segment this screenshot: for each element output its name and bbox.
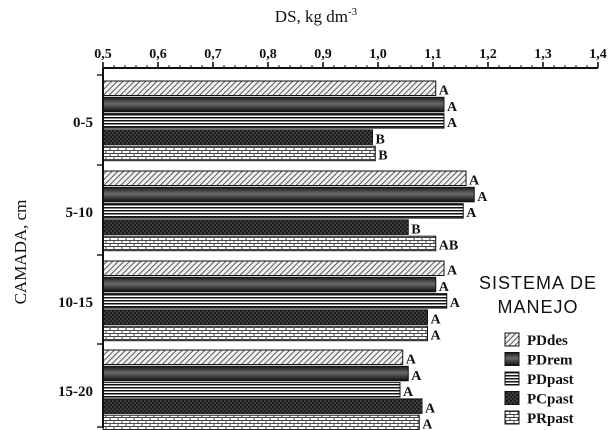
legend: SISTEMA DE MANEJO PDdes PDrem PDpast PCpast… (479, 273, 597, 427)
significance-letter: A (439, 84, 450, 99)
category-label: 0-5 (73, 115, 93, 131)
bar-PDrem-5-10 (102, 186, 475, 203)
significance-letter: B (411, 222, 420, 237)
x-tick-label: 0,8 (259, 47, 277, 62)
significance-letter: B (378, 149, 387, 164)
category-label: 5-10 (66, 205, 94, 221)
category-label: 10-15 (58, 295, 93, 311)
y-axis-category-labels: 0-5 5-10 10-15 15-20 (58, 115, 93, 400)
bar-PDrem-0-5 (102, 96, 445, 113)
significance-letter: A (403, 385, 414, 400)
bar-PRpast-15-20 (102, 414, 420, 430)
legend-title-line-2: MANEJO (497, 297, 578, 317)
significance-letter: A (469, 174, 480, 189)
legend-title-line-1: SISTEMA DE (479, 273, 597, 293)
significance-letter: B (376, 132, 385, 147)
significance-letter: A (447, 100, 458, 115)
significance-letter: A (447, 116, 458, 131)
significance-letter: A (477, 190, 488, 205)
significance-letter: A (422, 418, 433, 430)
bar-PDrem-15-20 (102, 365, 409, 382)
legend-label-PDpast: PDpast (527, 372, 574, 388)
bar-PDdes-15-20 (102, 349, 404, 365)
bar-PDpast-15-20 (102, 382, 401, 398)
x-tick-label: 0,7 (204, 47, 222, 62)
x-tick-label: 1,4 (589, 47, 607, 62)
bar-PDdes-5-10 (102, 170, 467, 186)
legend-label-PDrem: PDrem (527, 353, 573, 369)
x-tick-label: 0,6 (149, 47, 167, 62)
significance-letter: A (431, 312, 442, 327)
x-tick-label: 1,0 (369, 47, 387, 62)
significance-letter: A (450, 296, 461, 311)
x-axis-title: DS, kg dm-3 (275, 6, 358, 26)
bar-PDpast-0-5 (102, 113, 445, 129)
x-tick-label: 0,9 (314, 47, 332, 62)
bar-PDrem-10-15 (102, 276, 437, 293)
bar-PRpast-5-10 (102, 235, 437, 252)
significance-letter: A (411, 369, 422, 384)
y-axis-title: CAMADA, cm (11, 200, 30, 305)
legend-label-PRpast: PRpast (527, 411, 574, 427)
significance-letter: AB (439, 239, 458, 254)
significance-letter: A (406, 353, 417, 368)
significance-letter: A (439, 280, 450, 295)
legend-swatch-PRpast (504, 410, 520, 425)
category-label: 15-20 (58, 384, 93, 400)
bar-PCpast-0-5 (102, 129, 373, 145)
x-tick-label: 0,5 (94, 47, 112, 62)
bar-PCpast-15-20 (102, 398, 423, 414)
legend-label-PDdes: PDdes (527, 333, 568, 349)
significance-letter: A (466, 206, 477, 221)
x-tick-label: 1,1 (424, 47, 442, 62)
significance-letter: A (425, 401, 436, 416)
legend-swatch-PDpast (504, 371, 520, 386)
legend-swatch-PDrem (504, 352, 520, 366)
bar-PRpast-0-5 (102, 145, 376, 162)
x-axis: 0,5 0,6 0,7 0,8 0,9 1,0 1,1 1,2 1,3 1,4 (94, 47, 607, 428)
significance-letter: A (447, 264, 458, 279)
legend-label-PCpast: PCpast (527, 392, 574, 408)
bar-PCpast-5-10 (102, 219, 409, 235)
bar-PCpast-10-15 (102, 309, 428, 325)
bar-PDpast-10-15 (102, 293, 448, 309)
legend-swatch-PCpast (504, 391, 520, 405)
x-tick-label: 1,3 (534, 47, 552, 62)
bar-PDpast-5-10 (102, 203, 464, 219)
bar-PDdes-0-5 (102, 80, 437, 96)
x-tick-label: 1,2 (479, 47, 497, 62)
bar-PDdes-10-15 (102, 260, 445, 276)
legend-swatch-PDdes (504, 332, 520, 347)
bar-PRpast-10-15 (102, 325, 428, 342)
significance-letter: A (431, 329, 442, 344)
